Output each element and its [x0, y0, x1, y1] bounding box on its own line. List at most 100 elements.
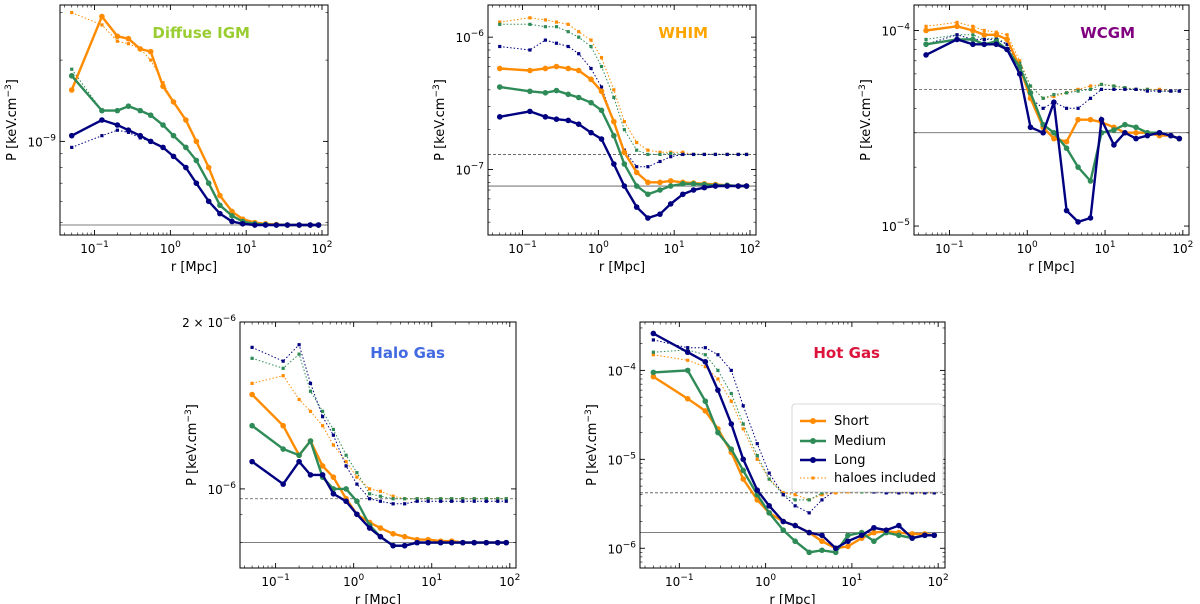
series-long-haloes-included-line [251, 343, 507, 505]
series-short-marker [611, 118, 617, 125]
series-long-marker [645, 215, 651, 221]
y-axis-label: P [keV.cm−3] [858, 79, 874, 161]
series-long-marker [249, 458, 255, 465]
series-short-haloes-included-marker [543, 18, 547, 22]
axes-frame [487, 4, 757, 236]
series-medium-marker [553, 87, 560, 94]
series-medium-marker [68, 72, 75, 79]
series-long-marker [724, 183, 730, 189]
series-medium-haloes-included-marker [554, 25, 559, 29]
series-medium-marker [657, 187, 663, 193]
series-long-haloes-included-marker [281, 359, 285, 363]
series-long-haloes-included-marker [820, 498, 824, 502]
series-long-haloes-included-marker [686, 346, 690, 350]
legend-label-long: Long [834, 453, 865, 468]
series-medium-marker [1122, 121, 1128, 128]
series-long-haloes-included-marker [496, 499, 500, 503]
series-medium-haloes-included-marker [1076, 89, 1080, 93]
series-short-haloes-included-marker [658, 150, 662, 154]
series-medium-haloes-included-line [925, 34, 1180, 99]
series-long-haloes-included-marker [331, 433, 335, 437]
series-short-haloes-included-marker [741, 427, 745, 431]
series-medium-marker [896, 532, 902, 539]
series-long-haloes-included-marker [703, 346, 707, 350]
series-long-marker [684, 349, 691, 356]
series-long-marker [667, 201, 674, 207]
series-short-marker [1087, 116, 1094, 123]
series-short-marker [845, 543, 851, 550]
series-long-marker [125, 127, 132, 134]
series-medium-marker [307, 438, 314, 444]
plot-area [650, 330, 938, 556]
series-short-marker [981, 32, 988, 38]
series-long-haloes-included-marker [1157, 89, 1162, 93]
series-long-marker [1144, 132, 1151, 139]
series-short-marker [667, 178, 674, 184]
x-tick-label: 10−1 [508, 240, 537, 256]
series-short-haloes-included-marker [703, 365, 707, 369]
series-medium-marker [354, 498, 360, 505]
series-short-haloes-included-marker [100, 23, 104, 27]
x-tick-label: 100 [160, 240, 181, 256]
series-medium-marker [871, 538, 877, 545]
series-medium-marker [280, 446, 286, 452]
series-short-haloes-included-marker [149, 58, 153, 62]
series-short-haloes-included-line [71, 12, 319, 226]
series-short-haloes-included-marker [355, 475, 359, 479]
series-long-marker [284, 222, 291, 228]
series-long-marker [715, 387, 721, 393]
x-tick-label: 100 [343, 573, 364, 589]
series-long-marker [954, 36, 960, 43]
series-long-haloes-included-marker [498, 44, 502, 49]
series-short-haloes-included-marker [622, 120, 626, 124]
series-short-marker [319, 463, 326, 469]
x-tick-label: 102 [739, 240, 760, 256]
series-long-marker [147, 138, 154, 145]
series-long-haloes-included-marker [1169, 89, 1173, 93]
series-short-haloes-included-line [499, 17, 747, 155]
x-tick-label: 100 [588, 240, 609, 256]
series-medium-marker [217, 202, 223, 209]
series-long-haloes-included-marker [910, 491, 914, 495]
series-short-marker [1004, 36, 1010, 43]
series-medium-haloes-included-marker [658, 152, 662, 157]
series-long-haloes-included-marker [391, 502, 395, 506]
series-short-haloes-included-marker [577, 30, 581, 34]
series-medium-haloes-included-marker [403, 497, 407, 501]
legend: Short Medium Long haloes included [791, 403, 944, 493]
y-axis-label: P [keV.cm−3] [432, 79, 448, 161]
series-medium-marker [1016, 64, 1023, 70]
series-medium-haloes-included-marker [378, 494, 383, 498]
series-long-haloes-included-marker [461, 499, 465, 503]
series-long-haloes-included-marker [115, 128, 119, 132]
series-medium-marker [160, 122, 166, 128]
series-medium-haloes-included-marker [1112, 84, 1116, 88]
series-long-haloes-included-marker [1099, 87, 1104, 91]
series-long-line [251, 459, 507, 547]
series-long-haloes-included-marker [923, 491, 927, 495]
series-medium-marker [845, 532, 851, 539]
series-long-haloes-included-marker [807, 511, 811, 515]
series-medium-marker [1111, 127, 1117, 133]
series-long-marker [343, 498, 349, 505]
series-long-marker [460, 539, 466, 546]
series-medium-marker [667, 183, 674, 189]
series-long-marker [390, 542, 396, 549]
series-long-marker [1051, 99, 1057, 105]
series-medium-haloes-included-marker [368, 492, 372, 496]
series-short-marker [1133, 129, 1139, 136]
series-long-marker [845, 538, 851, 545]
series-long-haloes-included-marker [321, 415, 325, 419]
series-long-marker [701, 184, 708, 191]
chart-panel-halo-gas: 10−1 100 101 102 10−6 2 × 10−6 r [Mpc] P [keV.c… [182, 314, 520, 604]
series-medium-haloes-included-marker [528, 22, 532, 26]
series-long-haloes-included-marker [484, 499, 488, 503]
series-long-haloes-included-marker [1041, 106, 1045, 110]
series-long-marker [273, 222, 280, 228]
panels: 10−1 100 101 102 10−9 r [Mpc] P [keV.cm−3] Diff… [4, 4, 1193, 604]
series-long-marker [588, 129, 594, 136]
series-long-haloes-included-marker [681, 152, 685, 157]
series-long-marker [471, 539, 478, 546]
series-medium-marker [296, 452, 302, 459]
series-long-marker [565, 117, 572, 124]
